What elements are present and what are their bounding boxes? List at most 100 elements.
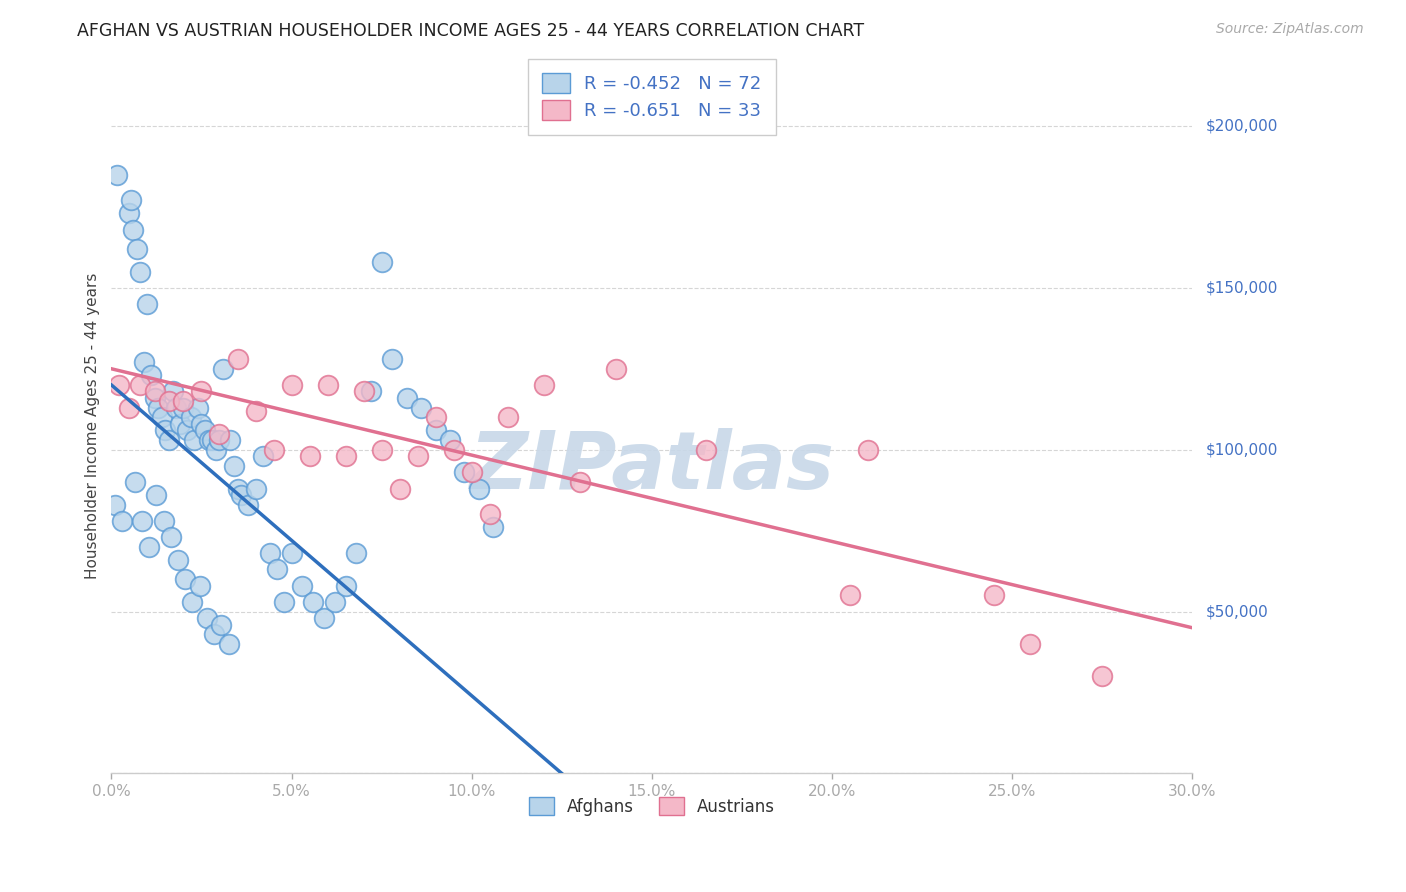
Point <box>174 572 197 586</box>
Point <box>107 378 129 392</box>
Text: AFGHAN VS AUSTRIAN HOUSEHOLDER INCOME AGES 25 - 44 YEARS CORRELATION CHART: AFGHAN VS AUSTRIAN HOUSEHOLDER INCOME AG… <box>77 22 865 40</box>
Point <box>302 595 325 609</box>
Point <box>118 401 141 415</box>
Point <box>183 433 205 447</box>
Point <box>208 433 231 447</box>
Point <box>160 530 183 544</box>
Point <box>266 562 288 576</box>
Point <box>208 426 231 441</box>
Point <box>111 514 134 528</box>
Point <box>273 595 295 609</box>
Point <box>280 546 302 560</box>
Point <box>568 475 591 489</box>
Point <box>323 595 346 609</box>
Point <box>143 384 166 399</box>
Point <box>370 255 392 269</box>
Point <box>439 433 461 447</box>
Point <box>226 352 249 367</box>
Point <box>124 475 146 489</box>
Point <box>155 423 177 437</box>
Point <box>406 449 429 463</box>
Point <box>460 466 482 480</box>
Point <box>478 508 501 522</box>
Point <box>335 449 357 463</box>
Point <box>425 410 447 425</box>
Point <box>263 442 285 457</box>
Point <box>453 466 475 480</box>
Point <box>132 355 155 369</box>
Point <box>139 368 162 383</box>
Text: Source: ZipAtlas.com: Source: ZipAtlas.com <box>1216 22 1364 37</box>
Point <box>167 553 190 567</box>
Point <box>202 627 225 641</box>
Point <box>104 498 127 512</box>
Point <box>839 588 862 602</box>
Point <box>312 611 335 625</box>
Point <box>172 401 194 415</box>
Legend: Afghans, Austrians: Afghans, Austrians <box>520 789 783 824</box>
Point <box>125 242 148 256</box>
Point <box>344 546 367 560</box>
Point <box>143 391 166 405</box>
Point <box>120 194 142 208</box>
Point <box>205 442 228 457</box>
Point <box>468 482 491 496</box>
Point <box>187 401 209 415</box>
Point <box>118 206 141 220</box>
Point <box>148 401 170 415</box>
Point <box>252 449 274 463</box>
Point <box>212 361 235 376</box>
Point <box>1019 637 1042 651</box>
Point <box>152 514 174 528</box>
Point <box>259 546 281 560</box>
Point <box>443 442 465 457</box>
Point <box>316 378 339 392</box>
Point <box>180 410 202 425</box>
Y-axis label: Householder Income Ages 25 - 44 years: Householder Income Ages 25 - 44 years <box>86 272 100 579</box>
Point <box>219 433 242 447</box>
Point <box>983 588 1005 602</box>
Point <box>165 401 187 415</box>
Point <box>695 442 717 457</box>
Point <box>150 410 173 425</box>
Point <box>197 433 219 447</box>
Point <box>360 384 382 399</box>
Text: ZIPatlas: ZIPatlas <box>470 428 834 506</box>
Point <box>122 222 145 236</box>
Point <box>425 423 447 437</box>
Point <box>190 417 212 431</box>
Point <box>145 488 167 502</box>
Point <box>533 378 555 392</box>
Point <box>190 384 212 399</box>
Point <box>245 482 267 496</box>
Point <box>370 442 392 457</box>
Point <box>129 265 152 279</box>
Point <box>856 442 879 457</box>
Point <box>218 637 240 651</box>
Point <box>298 449 321 463</box>
Point <box>195 611 218 625</box>
Point <box>245 404 267 418</box>
Point <box>176 423 198 437</box>
Point <box>381 352 404 367</box>
Point <box>136 297 159 311</box>
Point <box>482 520 505 534</box>
Point <box>1091 669 1114 683</box>
Point <box>496 410 519 425</box>
Point <box>188 579 211 593</box>
Text: $50,000: $50,000 <box>1206 604 1268 619</box>
Text: $150,000: $150,000 <box>1206 280 1278 295</box>
Point <box>138 540 160 554</box>
Point <box>209 617 232 632</box>
Point <box>605 361 627 376</box>
Point <box>181 595 204 609</box>
Point <box>157 394 180 409</box>
Point <box>238 498 260 512</box>
Point <box>335 579 357 593</box>
Point <box>222 458 245 473</box>
Point <box>353 384 375 399</box>
Point <box>291 579 314 593</box>
Point <box>162 384 184 399</box>
Point <box>172 394 194 409</box>
Text: $100,000: $100,000 <box>1206 442 1278 458</box>
